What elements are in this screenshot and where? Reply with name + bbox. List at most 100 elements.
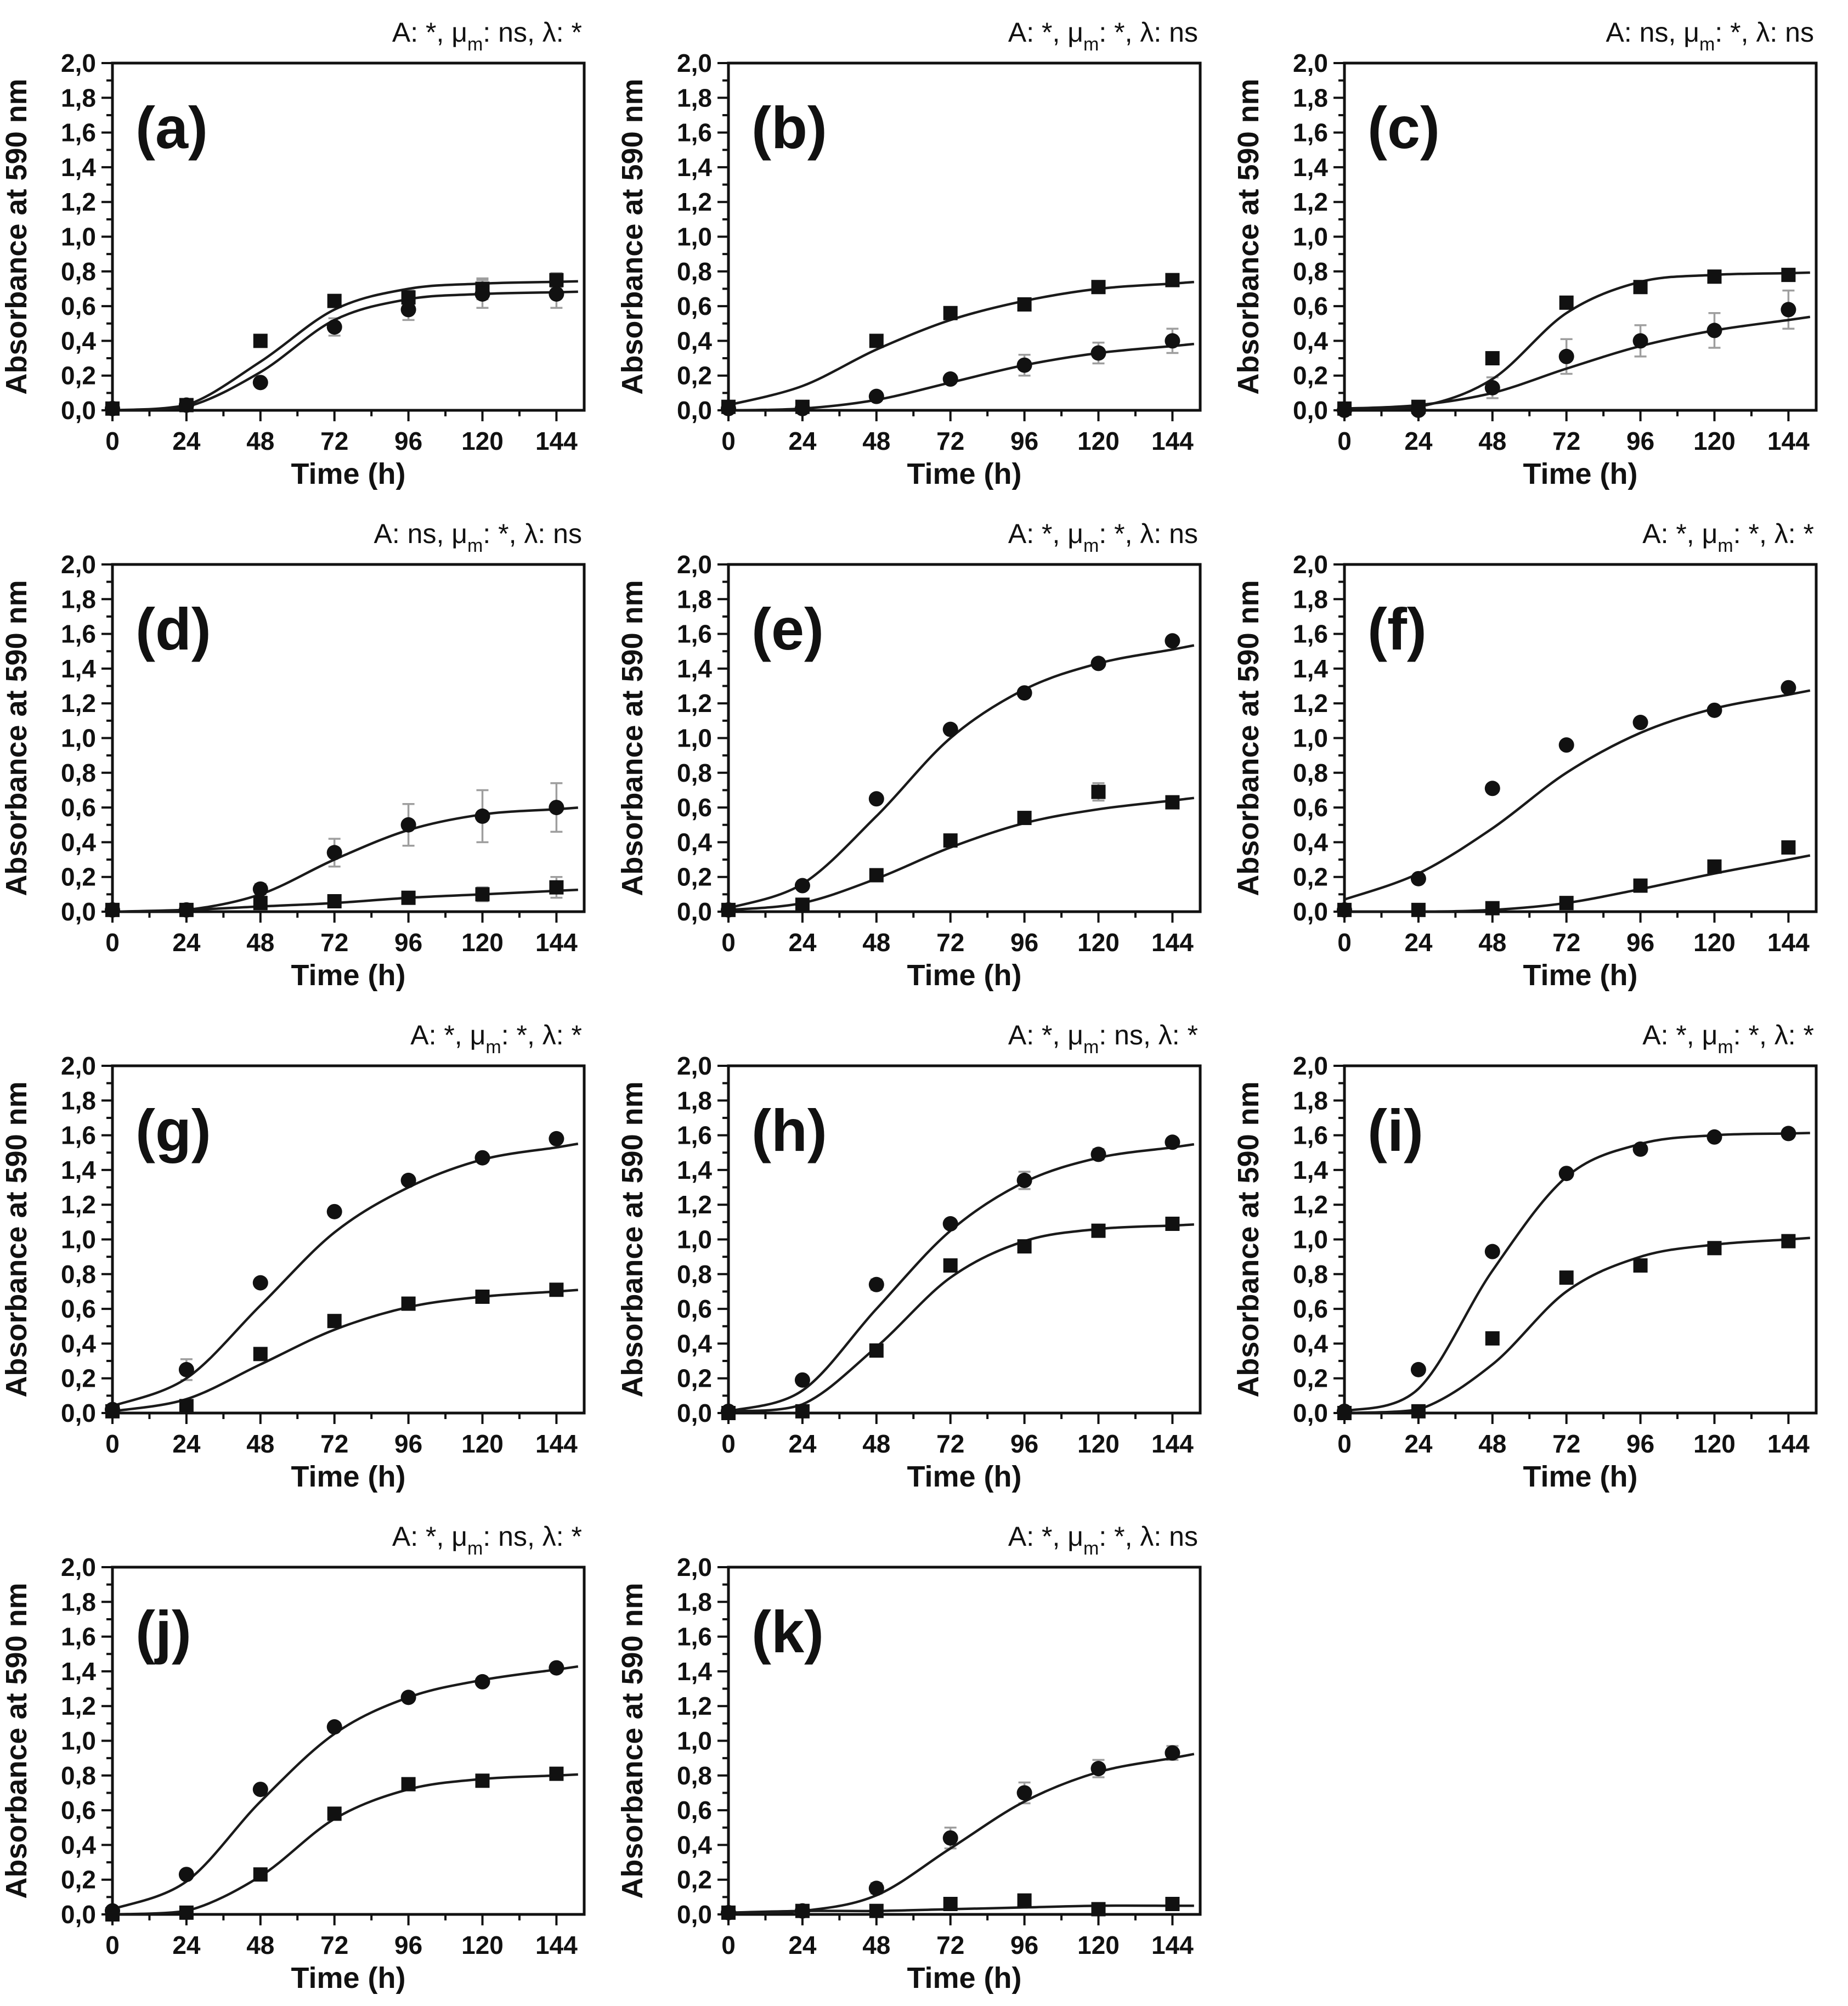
marker-circle [794,878,810,894]
y-tick-label: 0,2 [1293,863,1328,891]
y-axis-title: Absorbance at 590 nm [0,1081,33,1397]
y-tick-label: 1,2 [61,1692,96,1720]
x-tick-label: 72 [320,1931,348,1959]
y-tick-label: 0,0 [677,897,712,926]
marker-circle [868,388,884,404]
x-axis-title: Time (h) [907,959,1021,992]
x-tick-label: 24 [1404,928,1433,957]
subplot-k-chart: A: *, μm: *, λ: ns 0,0 0,2 0,4 0,6 0,8 1,0 1,2 1… [616,1521,1202,1994]
x-tick-label: 48 [862,1931,890,1959]
y-tick-label: 1,4 [1293,654,1328,683]
marker-square [1485,1331,1500,1346]
subplot-d: A: ns, μm: *, λ: ns 0,0 0,2 0,4 0,6 0,8 1,0 1,2… [0,501,616,1003]
y-tick-label: 1,6 [677,1623,712,1651]
marker-circle [400,817,416,833]
marker-circle [1484,1244,1500,1259]
marker-square [1633,878,1648,893]
x-tick-label: 72 [936,928,964,957]
marker-square [401,1296,416,1311]
fit-curve-circles [728,1143,1195,1412]
series-squares [105,1282,564,1419]
y-tick-label: 0,4 [61,828,96,856]
y-tick-label: 0,2 [61,1364,96,1393]
y-tick-label: 1,6 [677,118,712,147]
x-axis-title: Time (h) [907,1460,1021,1493]
x-tick-label: 144 [1767,928,1810,957]
panel-label: (f) [1367,596,1427,662]
x-tick-label: 144 [1151,427,1194,455]
series-squares [721,1217,1180,1420]
plot-title: A: *, μm: *, λ: * [1642,1020,1814,1058]
marker-square [795,1903,810,1918]
marker-square [1781,840,1796,855]
plot-title: A: *, μm: *, λ: ns [1008,17,1198,55]
x-tick-label: 72 [1552,1429,1580,1458]
marker-circle [1410,403,1426,418]
marker-square [253,896,268,911]
y-tick-label: 1,0 [1293,223,1328,251]
marker-circle [178,1867,194,1883]
plot-title: A: *, μm: *, λ: * [1642,518,1814,556]
marker-circle [549,1131,564,1146]
marker-circle [1781,1126,1796,1142]
y-tick-label: 0,2 [677,1364,712,1393]
marker-square [253,334,268,348]
y-tick-label: 0,0 [1293,897,1328,926]
marker-circle [1090,656,1106,671]
panel-label: (d) [135,596,211,662]
series-squares [721,1893,1180,1920]
x-tick-label: 24 [1404,1429,1433,1458]
y-tick-label: 0,4 [1293,326,1328,355]
x-tick-label: 0 [721,1429,736,1458]
series-circles [105,1131,564,1417]
subplot-a: A: *, μm: ns, λ: * 0,0 0,2 0,4 0,6 0,8 1,0 1,2 1… [0,0,616,501]
marker-square [1091,1223,1106,1238]
y-tick-label: 0,6 [677,292,712,320]
panel-label: (e) [751,596,824,662]
series-squares [105,880,564,917]
y-tick-label: 1,2 [1293,188,1328,216]
y-tick-label: 0,4 [61,1830,96,1859]
y-tick-label: 0,6 [1293,793,1328,822]
x-tick-label: 96 [1010,1931,1038,1959]
y-axis-title: Absorbance at 590 nm [616,1081,649,1397]
marker-circle [1410,1361,1426,1377]
y-tick-label: 1,2 [61,188,96,216]
subplot-e-chart: A: *, μm: *, λ: ns 0,0 0,2 0,4 0,6 0,8 1,0 1,2 1… [616,518,1202,992]
fit-curve-squares [728,280,1194,406]
x-tick-label: 96 [1010,928,1038,957]
y-tick-label: 1,4 [61,1156,96,1184]
y-tick-label: 1,8 [677,83,712,112]
fit-curve-squares [112,1773,578,1915]
marker-square [1091,784,1106,799]
x-tick-label: 0 [105,1931,120,1959]
y-tick-label: 1,0 [61,1225,96,1254]
marker-square [1337,1406,1352,1420]
x-tick-label: 96 [1626,1429,1654,1458]
marker-circle [721,400,736,416]
marker-circle [1484,380,1500,395]
y-tick-label: 0,6 [677,793,712,822]
marker-circle [794,1372,810,1388]
x-tick-label: 24 [1404,427,1433,455]
y-tick-label: 1,8 [61,1086,96,1115]
subplot-i-chart: A: *, μm: *, λ: * 0,0 0,2 0,4 0,6 0,8 1,0 1,2 1,… [1232,1020,1818,1493]
marker-circle [1706,1129,1722,1145]
y-tick-label: 0,6 [1293,1295,1328,1323]
marker-circle [1090,1761,1106,1777]
panel-label: (k) [751,1598,824,1665]
x-tick-label: 120 [1693,1429,1736,1458]
marker-square [869,334,884,348]
panel-label: (a) [135,94,208,161]
x-tick-label: 0 [1337,427,1352,455]
marker-square [1017,1893,1032,1908]
y-axis-title: Absorbance at 590 nm [1232,78,1265,394]
y-tick-label: 1,6 [61,1121,96,1150]
subplot-i: A: *, μm: *, λ: * 0,0 0,2 0,4 0,6 0,8 1,0 1,2 1,… [1232,1003,1848,1504]
marker-square [549,1766,564,1781]
y-tick-label: 2,0 [677,550,712,579]
marker-square [475,1289,490,1304]
x-axis-title: Time (h) [1523,1460,1637,1493]
series-circles [105,286,564,416]
x-tick-label: 120 [461,928,504,957]
